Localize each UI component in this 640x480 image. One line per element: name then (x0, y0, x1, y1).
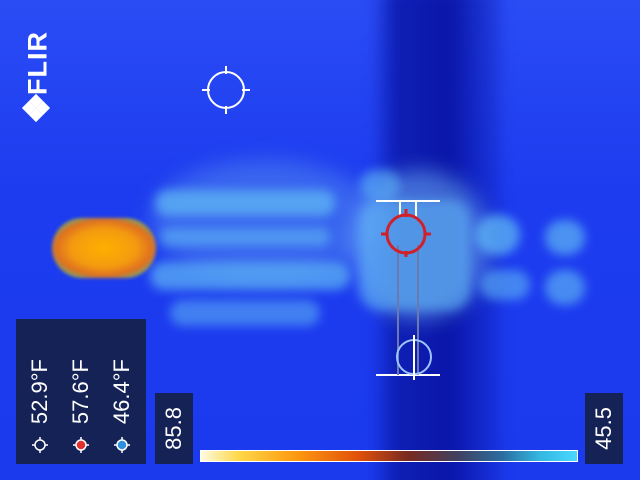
warm-region (150, 160, 380, 280)
crosshair-red-icon (73, 437, 89, 453)
fin-structure (155, 190, 335, 216)
measurement-value: 57.6°F (68, 358, 93, 424)
flir-logo-text: FLIR (22, 31, 53, 95)
measurement-sp3[interactable]: 46.4°F (104, 319, 140, 454)
scale-max-value: 85.8 (161, 407, 186, 450)
scale-min-value: 45.5 (591, 407, 616, 450)
flir-diamond-icon (21, 93, 51, 123)
fin-structure (170, 300, 320, 326)
scale-min-label: 45.5 (585, 393, 623, 464)
fin-structure (545, 220, 585, 255)
fin-structure (150, 262, 350, 290)
scale-max-label: 85.8 (155, 393, 193, 464)
fin-structure (480, 270, 530, 300)
flir-logo (18, 30, 58, 130)
measurement-value: 46.4°F (109, 358, 134, 424)
fin-structure (160, 228, 330, 246)
fin-structure (545, 270, 585, 305)
crosshair-blue-icon (114, 437, 130, 453)
hot-spot (52, 218, 156, 278)
measurement-sp2[interactable]: 57.6°F (63, 319, 99, 454)
measurement-readout-panel: 52.9°F 57.6°F 46.4°F (16, 319, 146, 464)
color-scale-bar (200, 450, 578, 462)
box-measurement-tool[interactable] (370, 195, 450, 385)
fin-structure (475, 215, 520, 255)
measurement-value: 52.9°F (27, 358, 52, 424)
measurement-sp1[interactable]: 52.9°F (22, 319, 58, 454)
fin-structure (360, 170, 400, 200)
spot-meter-crosshair[interactable] (200, 64, 252, 116)
crosshair-white-icon (32, 437, 48, 453)
